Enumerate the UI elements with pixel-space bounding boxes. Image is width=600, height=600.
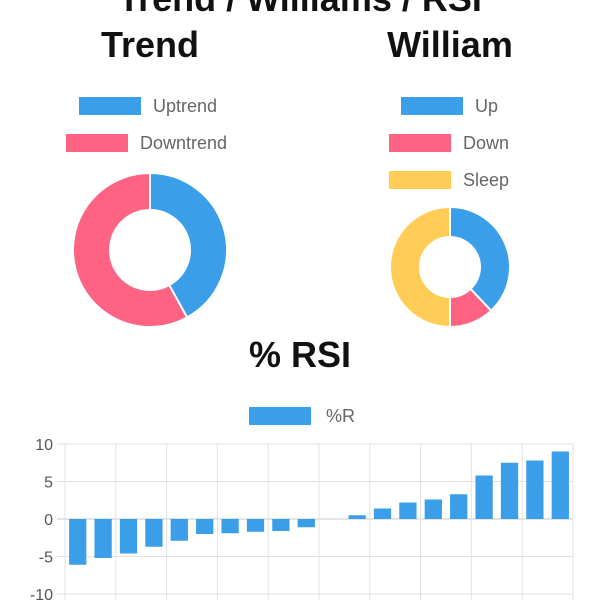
trend-title: Trend — [100, 24, 199, 65]
rsi-bar-16[interactable] — [450, 494, 468, 519]
william-donut-chart — [389, 205, 511, 329]
rsi-bar-10[interactable] — [297, 519, 315, 528]
rsi-panel: % RSI %R — [0, 330, 600, 600]
william-title: William — [387, 24, 513, 65]
william-legend-down-label: Down — [463, 133, 510, 153]
rsi-y-tick-label: 0 — [44, 512, 53, 529]
rsi-bar-13[interactable] — [373, 508, 392, 520]
rsi-bar-20[interactable] — [551, 451, 569, 520]
rsi-bar-12[interactable] — [348, 515, 366, 519]
rsi-bar-4[interactable] — [145, 519, 163, 547]
rsi-bar-15[interactable] — [424, 499, 442, 520]
rsi-y-tick-label: 10 — [35, 437, 53, 454]
trend-legend-downtrend-label: Downtrend — [140, 133, 228, 153]
rsi-y-tick-label: 5 — [44, 475, 53, 492]
rsi-bar-3[interactable] — [119, 519, 138, 554]
william-panel: William Up Down Sleep — [300, 0, 600, 340]
page-header-cut: Trend / Williams / RSI — [0, 0, 600, 20]
trend-donut-chart — [72, 171, 228, 328]
rsi-legend-r-swatch — [249, 407, 311, 425]
william-legend-up-swatch — [401, 97, 463, 115]
william-slice-up[interactable] — [449, 205, 511, 313]
william-legend-sleep-label: Sleep — [463, 170, 510, 190]
rsi-y-tick-label: -5 — [39, 550, 53, 567]
rsi-bar-8[interactable] — [246, 519, 265, 532]
trend-panel: Trend Uptrend Downtrend — [0, 0, 300, 340]
william-slice-sleep[interactable] — [389, 205, 451, 329]
william-legend-up-label: Up — [475, 96, 499, 116]
trend-legend-uptrend-swatch — [79, 97, 141, 115]
rsi-bar-18[interactable] — [500, 462, 519, 519]
trend-slice-downtrend[interactable] — [72, 171, 189, 328]
rsi-title: % RSI — [248, 334, 352, 375]
rsi-bar-9[interactable] — [272, 519, 290, 531]
trend-legend-uptrend-label: Uptrend — [153, 96, 218, 116]
william-legend-sleep-swatch — [389, 171, 451, 189]
rsi-bar-14[interactable] — [399, 502, 417, 520]
rsi-bar-5[interactable] — [170, 519, 188, 541]
rsi-bar-1[interactable] — [69, 519, 87, 565]
trend-slice-uptrend[interactable] — [149, 171, 228, 319]
rsi-bar-2[interactable] — [94, 519, 112, 558]
rsi-bar-19[interactable] — [526, 460, 544, 520]
trend-legend-downtrend-swatch — [66, 134, 128, 152]
rsi-legend-r-label: %R — [326, 406, 356, 426]
william-legend-down-swatch — [389, 134, 451, 152]
rsi-bar-7[interactable] — [221, 519, 239, 534]
rsi-bar-17[interactable] — [475, 475, 493, 520]
rsi-bar-6[interactable] — [196, 519, 214, 534]
rsi-y-tick-label: -10 — [30, 587, 53, 600]
